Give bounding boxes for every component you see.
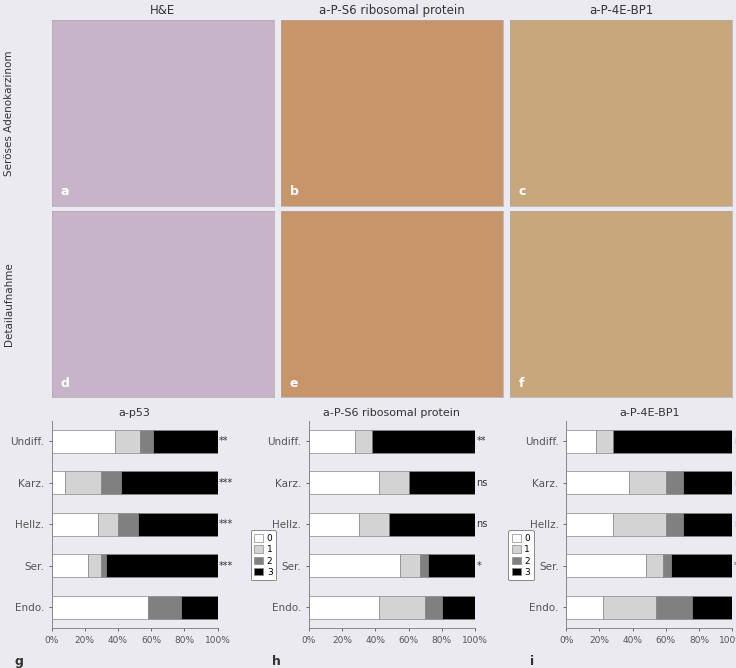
Bar <box>442 596 475 619</box>
Legend: 0, 1, 2, 3: 0, 1, 2, 3 <box>250 530 276 580</box>
Bar <box>425 596 442 619</box>
Bar <box>656 596 693 619</box>
Bar <box>372 430 475 453</box>
Bar <box>309 472 378 494</box>
Bar <box>662 554 671 577</box>
Bar <box>88 554 102 577</box>
Bar <box>355 430 372 453</box>
Text: Detailaufnahme: Detailaufnahme <box>4 263 14 346</box>
Bar <box>309 513 358 536</box>
Bar <box>52 513 98 536</box>
Bar <box>115 430 140 453</box>
Bar <box>309 430 355 453</box>
Bar <box>682 513 732 536</box>
Text: ns: ns <box>477 519 488 529</box>
Bar <box>566 513 613 536</box>
Text: ns: ns <box>477 478 488 488</box>
Bar <box>666 472 682 494</box>
Bar <box>629 472 666 494</box>
Title: a-P-S6 ribosomal protein: a-P-S6 ribosomal protein <box>323 409 461 418</box>
Bar <box>613 430 732 453</box>
Bar <box>52 554 88 577</box>
Bar <box>140 430 153 453</box>
Bar <box>682 472 732 494</box>
Bar <box>118 513 138 536</box>
Bar <box>566 430 596 453</box>
Bar <box>646 554 662 577</box>
Text: **: ** <box>477 436 486 446</box>
Bar <box>428 554 475 577</box>
Bar <box>566 596 603 619</box>
Title: a-P-4E-BP1: a-P-4E-BP1 <box>619 409 679 418</box>
Bar <box>65 472 102 494</box>
Text: a-P-S6 ribosomal protein: a-P-S6 ribosomal protein <box>319 4 465 17</box>
Text: g: g <box>15 655 24 668</box>
Text: d: d <box>60 377 69 390</box>
Text: Seröses Adenokarzinom: Seröses Adenokarzinom <box>4 50 14 176</box>
Bar <box>52 472 65 494</box>
Bar <box>566 554 646 577</box>
Bar <box>420 554 428 577</box>
Text: *: * <box>734 560 736 570</box>
Title: a-p53: a-p53 <box>118 409 150 418</box>
Bar <box>98 513 118 536</box>
Bar <box>666 513 682 536</box>
Bar <box>121 472 218 494</box>
Legend: 0, 1, 2, 3: 0, 1, 2, 3 <box>508 530 534 580</box>
Bar <box>378 472 408 494</box>
Bar <box>671 554 732 577</box>
Bar <box>309 596 378 619</box>
Text: e: e <box>289 377 298 390</box>
Bar <box>102 554 106 577</box>
Text: ***: *** <box>219 519 233 529</box>
Bar <box>52 596 148 619</box>
Bar <box>106 554 218 577</box>
Text: H&E: H&E <box>150 4 175 17</box>
Bar <box>378 596 425 619</box>
Text: *: * <box>477 560 481 570</box>
Text: c: c <box>519 186 526 198</box>
Bar <box>613 513 666 536</box>
Text: ns: ns <box>734 519 736 529</box>
Text: a-P-4E-BP1: a-P-4E-BP1 <box>589 4 654 17</box>
Bar <box>102 472 121 494</box>
Text: b: b <box>289 186 299 198</box>
Bar <box>596 430 613 453</box>
Bar <box>408 472 475 494</box>
Text: ns: ns <box>734 436 736 446</box>
Text: i: i <box>530 655 534 668</box>
Bar <box>309 554 400 577</box>
Bar <box>400 554 420 577</box>
Bar <box>52 430 115 453</box>
Bar <box>148 596 181 619</box>
Bar <box>181 596 218 619</box>
Bar <box>389 513 475 536</box>
Bar <box>138 513 218 536</box>
Text: **: ** <box>219 436 229 446</box>
Bar <box>566 472 629 494</box>
Text: ***: *** <box>219 478 233 488</box>
Text: f: f <box>519 377 524 390</box>
Bar <box>693 596 732 619</box>
Text: ns: ns <box>734 478 736 488</box>
Text: a: a <box>60 186 69 198</box>
Bar <box>358 513 389 536</box>
Text: h: h <box>272 655 281 668</box>
Bar <box>153 430 218 453</box>
Text: ***: *** <box>219 560 233 570</box>
Bar <box>603 596 656 619</box>
